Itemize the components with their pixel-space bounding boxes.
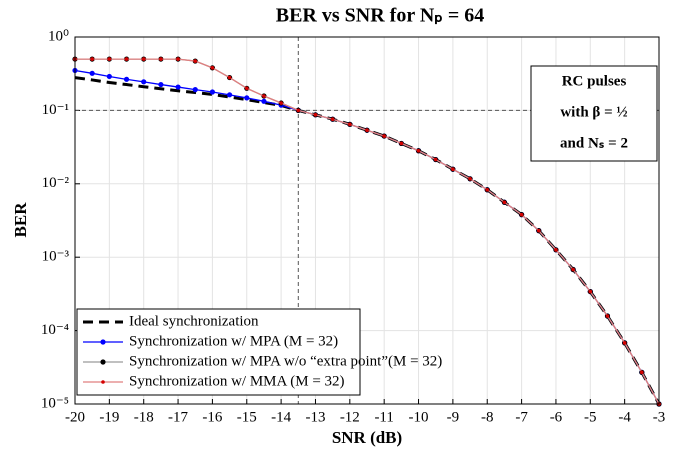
data-point (159, 57, 163, 61)
x-tick-label: -19 (99, 409, 119, 425)
y-tick-label: 10⁻⁴ (41, 322, 69, 338)
y-tick-label: 10⁻¹ (42, 102, 69, 118)
data-point (90, 57, 94, 61)
x-tick-label: -18 (134, 409, 154, 425)
y-tick-label: 10⁻² (42, 175, 70, 191)
data-point (451, 167, 455, 172)
data-point (433, 157, 438, 162)
data-point (158, 81, 164, 88)
x-tick-label: -6 (550, 409, 563, 425)
data-point (279, 101, 283, 105)
x-tick-label: -16 (202, 409, 222, 425)
data-point (554, 248, 558, 252)
data-point (176, 57, 180, 61)
x-tick-label: -7 (515, 409, 528, 425)
data-point (107, 57, 112, 61)
data-point (141, 79, 147, 85)
data-point (330, 117, 335, 121)
data-point (416, 148, 421, 153)
data-point (365, 128, 369, 133)
legend-marker (100, 359, 106, 365)
legend-label: Synchronization w/ MPA (M = 32) (129, 333, 338, 349)
data-point (262, 94, 266, 98)
legend-label: Ideal synchronization (129, 313, 259, 329)
x-tick-label: -11 (374, 409, 393, 425)
data-point (296, 108, 301, 113)
annotation-box (530, 65, 658, 162)
data-point (261, 98, 267, 104)
data-point (210, 66, 215, 70)
x-tick-label: -17 (168, 409, 188, 425)
data-point (175, 84, 181, 90)
legend-marker (100, 339, 106, 345)
data-point (605, 314, 610, 318)
plot-frame (74, 36, 660, 405)
y-tick-label: 10⁻⁵ (41, 395, 69, 411)
data-point (468, 176, 472, 181)
data-point (502, 200, 507, 205)
data-point (519, 212, 524, 217)
data-point (89, 70, 95, 76)
data-point (382, 134, 386, 138)
y-tick-label: 10⁻³ (42, 249, 70, 265)
legend-box (76, 308, 361, 396)
data-point (209, 89, 216, 95)
data-point (536, 228, 541, 233)
x-tick-label: -3 (653, 409, 666, 425)
data-point (348, 122, 352, 127)
x-tick-label: -15 (237, 409, 257, 425)
x-tick-label: -10 (409, 409, 429, 425)
y-tick-label: 10⁰ (48, 28, 69, 44)
data-point (141, 57, 146, 61)
data-point (640, 370, 644, 375)
annotation-text: RC pulses (562, 73, 627, 89)
data-point (622, 341, 627, 345)
x-axis-label: SNR (dB) (332, 428, 402, 447)
data-point (485, 187, 490, 192)
legend-label: Synchronization w/ MMA (M = 32) (129, 373, 345, 389)
annotation-text: with β = ½ (560, 104, 627, 120)
data-point (399, 141, 404, 146)
data-point (123, 76, 130, 82)
x-tick-label: -8 (481, 409, 494, 425)
x-tick-label: -14 (271, 409, 291, 425)
data-point (227, 75, 232, 80)
data-point (588, 289, 593, 294)
data-point (106, 73, 112, 80)
chart-title: BER vs SNR for Nₚ = 64 (276, 5, 485, 27)
data-point (571, 267, 575, 272)
data-point (192, 87, 198, 93)
data-point (124, 57, 129, 61)
data-point (244, 86, 249, 91)
data-point (226, 92, 233, 98)
data-point (193, 59, 198, 63)
legend-marker (101, 380, 105, 384)
x-tick-label: -4 (618, 409, 631, 425)
x-tick-label: -5 (584, 409, 597, 425)
y-axis-label: BER (11, 202, 30, 238)
x-tick-label: -9 (447, 409, 460, 425)
x-tick-label: -20 (65, 409, 85, 425)
annotation-text: and Nₛ = 2 (560, 135, 628, 151)
x-tick-label: -12 (340, 409, 360, 425)
data-point (313, 113, 318, 117)
x-tick-label: -13 (305, 409, 325, 425)
data-point (244, 95, 250, 101)
legend-label: Synchronization w/ MPA w/o “extra point”… (129, 353, 442, 369)
